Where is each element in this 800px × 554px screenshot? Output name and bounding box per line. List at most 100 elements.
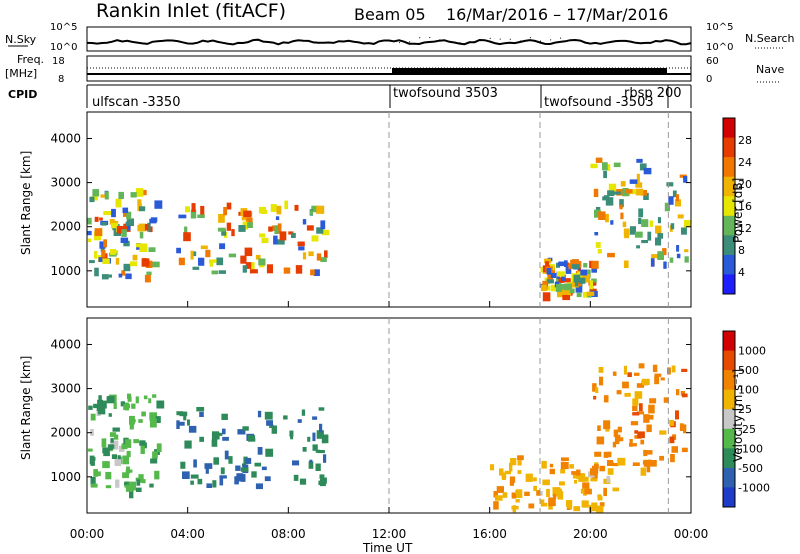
power-cell: [249, 269, 258, 274]
power-cell: [245, 262, 252, 269]
velocity-cell: [219, 475, 227, 479]
power-cell: [636, 245, 640, 249]
power-cell: [308, 251, 314, 257]
power-cell: [585, 269, 591, 278]
velocity-cell: [533, 485, 537, 492]
velocity-cell: [616, 390, 622, 395]
velocity-cell: [205, 465, 209, 474]
power-cell: [638, 217, 642, 225]
velocity-cell: [549, 463, 554, 468]
velocity-cell: [124, 402, 129, 411]
velocity-cell: [583, 476, 589, 482]
power-cell: [87, 230, 92, 236]
nave-tick-bottom: 0: [706, 74, 712, 85]
velocity-cell: [269, 424, 274, 428]
velocity-cell: [135, 396, 139, 404]
power-cell: [123, 240, 130, 247]
power-cell: [111, 223, 119, 229]
power-cell: [291, 232, 296, 238]
velocity-colorbar: -1000 -500 -100 -25 25 100 500 1000: [722, 330, 770, 508]
velocity-colorbar-swatch: [723, 350, 735, 371]
power-cell: [129, 261, 138, 267]
nave-label: Nave: [756, 63, 784, 76]
velocity-cell: [193, 459, 197, 468]
nsky-tick-top: 10^5: [50, 22, 77, 33]
velocity-cell: [212, 480, 217, 488]
velocity-cell: [141, 411, 146, 417]
velocity-colorbar-swatch: [723, 409, 735, 430]
velocity-cell: [271, 425, 277, 434]
power-cell: [316, 227, 324, 234]
power-cell: [144, 274, 151, 283]
velocity-cell: [646, 450, 653, 455]
power-cell: [240, 255, 247, 264]
power-colorbar-tick: 28: [738, 134, 752, 147]
velocity-cell: [156, 443, 162, 452]
velocity-cell: [88, 405, 93, 410]
power-cell: [636, 173, 640, 183]
velocity-cell: [578, 473, 586, 482]
power-cell: [190, 250, 194, 260]
velocity-cell: [627, 372, 632, 377]
velocity-cell: [293, 474, 299, 481]
velocity-cell: [125, 469, 133, 473]
velocity-cell: [599, 502, 605, 507]
power-cell: [589, 280, 593, 290]
power-cell: [591, 278, 597, 284]
velocity-cell: [654, 376, 660, 385]
velocity-cell: [659, 430, 667, 435]
freq-unit-label: [MHz]: [5, 67, 37, 80]
power-cell: [87, 217, 92, 225]
velocity-cell: [105, 485, 112, 489]
velocity-cell: [318, 480, 326, 486]
power-cell: [118, 191, 124, 199]
power-cell: [542, 292, 551, 302]
power-cell: [320, 257, 327, 262]
velocity-cell: [312, 444, 318, 451]
power-cell: [190, 209, 197, 219]
velocity-cell: [542, 479, 550, 486]
velocity-cell: [257, 410, 262, 418]
power-cell: [672, 190, 677, 198]
power-cell: [624, 232, 629, 239]
power-cell: [191, 251, 197, 257]
velocity-cell: [597, 425, 601, 431]
power-axes: 1000 2000 3000 4000: [50, 112, 691, 307]
velocity-cell: [592, 473, 598, 479]
velocity-colorbar-tick: 25: [738, 403, 752, 416]
power-cell: [324, 250, 328, 258]
velocity-cell: [221, 413, 228, 420]
velocity-cell: [312, 416, 318, 420]
velocity-cell: [670, 454, 675, 463]
velocity-cell: [612, 487, 620, 492]
velocity-cell: [569, 464, 574, 469]
power-cell: [103, 211, 112, 216]
power-cell: [104, 191, 109, 200]
velocity-cell: [150, 458, 158, 464]
velocity-cell: [559, 481, 565, 486]
velocity-cell: [190, 474, 199, 479]
power-cell: [99, 217, 103, 221]
xtick-label: 08:00: [271, 527, 306, 541]
velocity-cell: [636, 383, 645, 388]
power-cell: [639, 163, 647, 171]
velocity-cell: [675, 410, 679, 420]
power-cell: [89, 260, 95, 264]
power-cell: [100, 194, 108, 198]
cpid-segment-3: twofsound -3503: [544, 95, 654, 110]
power-cell: [148, 226, 153, 233]
velocity-cell: [607, 460, 613, 466]
velocity-cell: [264, 476, 271, 482]
power-cell: [643, 192, 649, 200]
power-cell: [259, 233, 266, 238]
power-cell: [657, 217, 661, 224]
power-cell: [557, 288, 563, 298]
velocity-cell: [266, 420, 273, 426]
power-cell: [558, 261, 567, 267]
power-cell: [668, 196, 674, 205]
freq-label: Freq.: [17, 53, 44, 66]
velocity-cell: [292, 460, 300, 466]
power-cell: [641, 219, 649, 227]
velocity-colorbar-label: Velocity [m s⁻¹]: [731, 369, 745, 462]
velocity-cell: [630, 421, 639, 426]
